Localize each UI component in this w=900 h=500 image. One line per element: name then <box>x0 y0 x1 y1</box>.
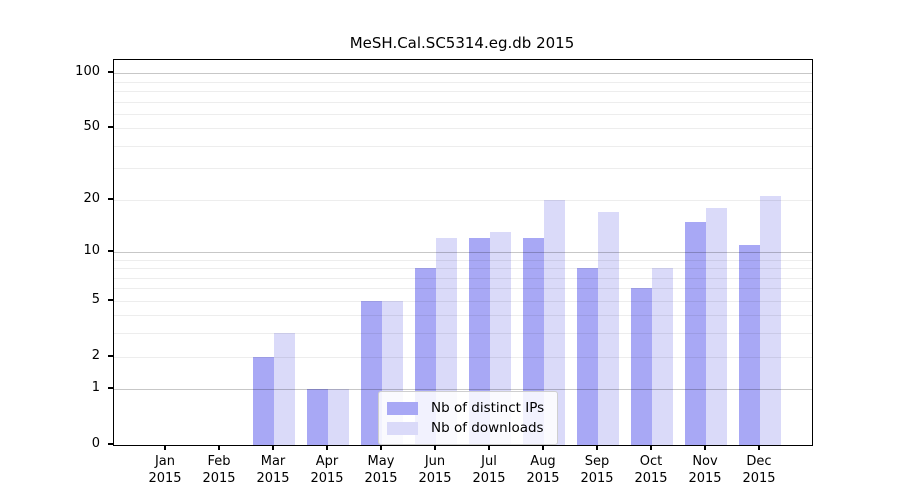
legend-swatch-downloads <box>387 421 418 435</box>
bar-downloads <box>328 389 349 445</box>
x-tick-mark <box>326 445 328 450</box>
y-gridline-major <box>114 73 812 75</box>
y-tick-label: 5 <box>91 291 100 307</box>
x-tick-label: Nov 2015 <box>688 454 722 486</box>
y-tick-mark <box>108 71 113 74</box>
x-tick-label: Sep 2015 <box>580 454 614 486</box>
y-gridline-minor <box>114 145 812 147</box>
y-gridline-minor <box>114 128 812 130</box>
x-tick-mark <box>218 445 220 450</box>
y-tick-mark <box>108 354 113 357</box>
x-tick-label: Feb 2015 <box>202 454 236 486</box>
x-tick-label: Oct 2015 <box>634 454 668 486</box>
x-tick-mark <box>542 445 544 450</box>
bar-downloads <box>544 199 565 445</box>
legend-label-distinct-ips: Nb of distinct IPs <box>431 400 545 416</box>
bar-distinct-ips <box>631 288 652 445</box>
bar-downloads <box>652 268 673 445</box>
x-tick-label: Mar 2015 <box>256 454 290 486</box>
y-gridline-minor <box>114 199 812 201</box>
x-tick-label: May 2015 <box>364 454 398 486</box>
legend-label-downloads: Nb of downloads <box>431 420 544 436</box>
chart-title: MeSH.Cal.SC5314.eg.db 2015 <box>349 34 575 52</box>
y-tick-mark <box>108 298 113 301</box>
bar-downloads <box>706 207 727 445</box>
y-tick-mark <box>108 443 113 445</box>
x-tick-label: Aug 2015 <box>526 454 560 486</box>
y-gridline-minor <box>114 81 812 83</box>
y-tick-mark <box>108 197 113 200</box>
y-tick-label: 50 <box>83 119 100 135</box>
legend-item-distinct-ips: Nb of distinct IPs <box>387 398 544 418</box>
y-tick-label: 10 <box>83 242 100 258</box>
bar-downloads <box>274 333 295 445</box>
bar-distinct-ips <box>253 356 274 445</box>
x-tick-mark <box>164 445 166 450</box>
x-tick-mark <box>650 445 652 450</box>
y-gridline-minor <box>114 113 812 115</box>
y-tick-mark <box>108 126 113 129</box>
y-gridline-minor <box>114 91 812 92</box>
x-tick-label: Jun 2015 <box>418 454 452 486</box>
bar-distinct-ips <box>577 268 598 445</box>
y-tick-label: 0 <box>91 436 100 451</box>
y-tick-label: 1 <box>91 380 100 396</box>
x-tick-label: Jul 2015 <box>472 454 506 486</box>
legend: Nb of distinct IPs Nb of downloads <box>378 391 559 445</box>
bar-distinct-ips <box>307 389 328 445</box>
x-tick-mark <box>488 445 490 450</box>
x-tick-mark <box>434 445 436 450</box>
y-tick-label: 100 <box>75 64 100 80</box>
x-tick-mark <box>596 445 598 450</box>
y-gridline-minor <box>114 168 812 170</box>
y-tick-mark <box>108 249 113 252</box>
bar-distinct-ips <box>361 300 382 445</box>
x-tick-label: Jan 2015 <box>148 454 182 486</box>
x-tick-mark <box>758 445 760 450</box>
bar-distinct-ips <box>685 221 706 445</box>
y-tick-mark <box>108 387 113 390</box>
x-tick-label: Apr 2015 <box>310 454 344 486</box>
plot-area: Nb of distinct IPs Nb of downloads <box>113 59 813 446</box>
x-tick-mark <box>380 445 382 450</box>
y-tick-label: 20 <box>83 190 100 206</box>
bar-downloads <box>598 212 619 445</box>
x-tick-mark <box>272 445 274 450</box>
y-tick-label: 2 <box>91 347 100 363</box>
bar-downloads <box>760 196 781 445</box>
legend-swatch-distinct-ips <box>387 401 418 415</box>
x-tick-label: Dec 2015 <box>742 454 776 486</box>
bar-distinct-ips <box>739 244 760 445</box>
x-tick-mark <box>704 445 706 450</box>
legend-item-downloads: Nb of downloads <box>387 418 544 438</box>
y-gridline-minor <box>114 101 812 103</box>
